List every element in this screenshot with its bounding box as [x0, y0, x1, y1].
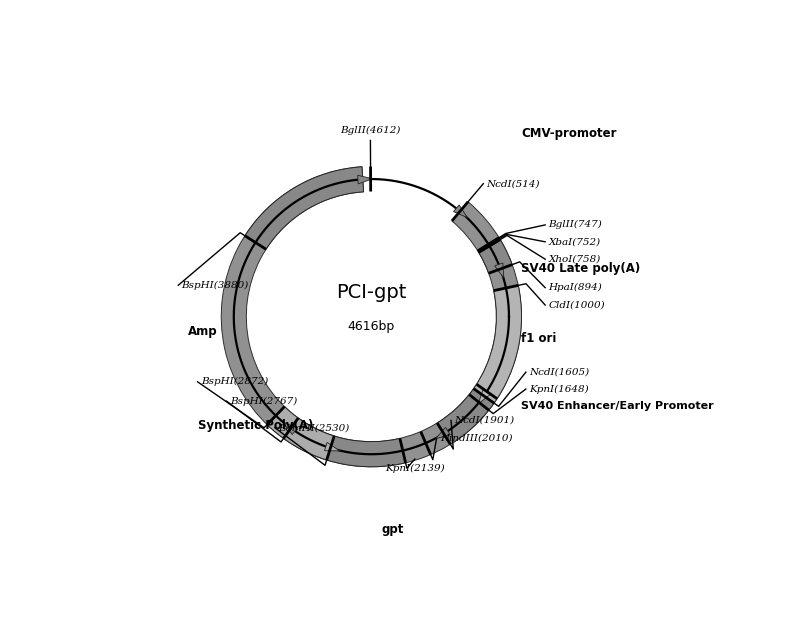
- Text: KpnI(2139): KpnI(2139): [385, 464, 445, 473]
- Text: HindIII(2010): HindIII(2010): [440, 434, 513, 443]
- Text: NcdI(1605): NcdI(1605): [530, 367, 590, 377]
- Text: BglII(4612): BglII(4612): [340, 125, 401, 135]
- Polygon shape: [478, 389, 490, 404]
- Text: CldI(1000): CldI(1000): [549, 300, 605, 310]
- Text: Synthetic Poly(A): Synthetic Poly(A): [198, 419, 313, 432]
- Wedge shape: [437, 389, 494, 445]
- Text: PCI-gpt: PCI-gpt: [336, 283, 406, 302]
- Text: NcdI(514): NcdI(514): [486, 179, 540, 188]
- Polygon shape: [283, 423, 298, 435]
- Polygon shape: [494, 263, 504, 278]
- Text: BspHI(2767): BspHI(2767): [230, 396, 297, 406]
- Wedge shape: [474, 285, 522, 403]
- Text: BglII(747): BglII(747): [549, 220, 602, 229]
- Text: CMV-promoter: CMV-promoter: [521, 127, 617, 140]
- Polygon shape: [325, 443, 340, 451]
- Text: NcdI(1901): NcdI(1901): [454, 416, 514, 425]
- Text: HpaI(894): HpaI(894): [549, 283, 602, 292]
- Wedge shape: [478, 238, 512, 273]
- Wedge shape: [245, 167, 363, 250]
- Polygon shape: [454, 205, 467, 218]
- Wedge shape: [267, 406, 334, 460]
- Polygon shape: [358, 176, 373, 184]
- Wedge shape: [283, 418, 406, 466]
- Text: KpnI(1648): KpnI(1648): [530, 384, 589, 394]
- Polygon shape: [435, 428, 450, 439]
- Text: f1 ori: f1 ori: [521, 332, 557, 345]
- Wedge shape: [222, 167, 522, 466]
- Text: XhoI(758): XhoI(758): [549, 255, 601, 264]
- Text: SV40 Late poly(A): SV40 Late poly(A): [521, 262, 640, 275]
- Text: XbaI(752): XbaI(752): [549, 237, 601, 246]
- Text: BspHI(2872): BspHI(2872): [201, 377, 268, 386]
- Text: BamHI(2530): BamHI(2530): [278, 423, 350, 432]
- Text: BspHI(3880): BspHI(3880): [182, 281, 249, 290]
- Text: 4616bp: 4616bp: [348, 320, 395, 333]
- Text: gpt: gpt: [381, 522, 403, 535]
- Text: SV40 Enhancer/Early Promoter: SV40 Enhancer/Early Promoter: [521, 401, 714, 411]
- Text: Amp: Amp: [188, 325, 218, 337]
